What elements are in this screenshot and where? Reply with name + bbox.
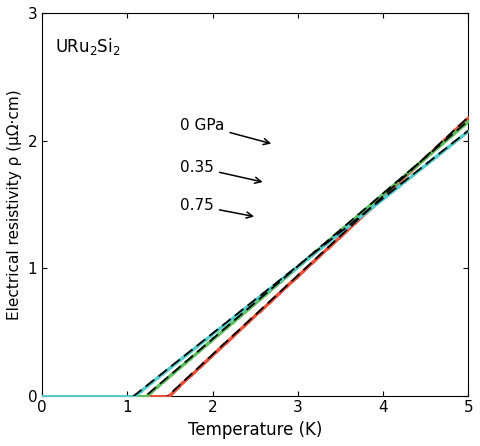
X-axis label: Temperature (K): Temperature (K): [188, 421, 323, 439]
Text: URu$_2$Si$_2$: URu$_2$Si$_2$: [55, 36, 120, 57]
Text: 0.75: 0.75: [180, 198, 252, 218]
Y-axis label: Electrical resistivity ρ (μΩ·cm): Electrical resistivity ρ (μΩ·cm): [7, 89, 22, 320]
Text: 0 GPa: 0 GPa: [180, 118, 270, 145]
Text: 0.35: 0.35: [180, 160, 261, 183]
